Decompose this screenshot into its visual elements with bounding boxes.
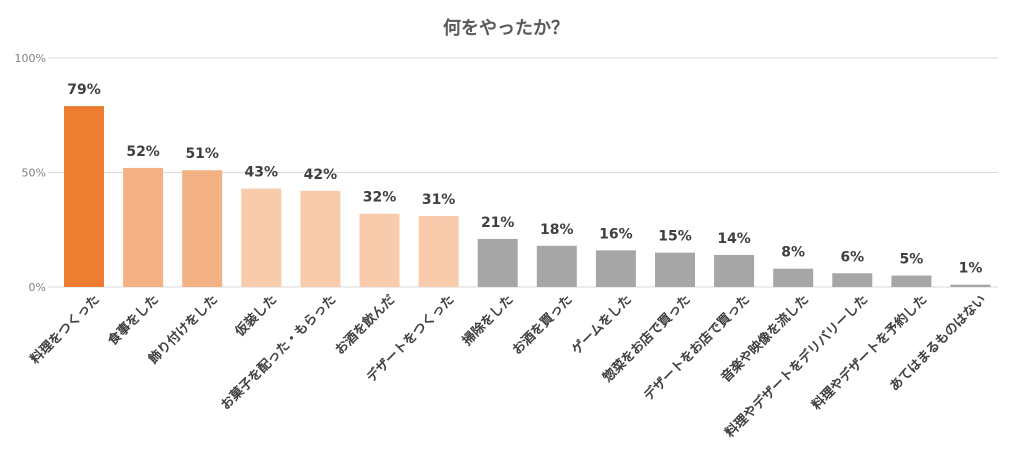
- value-label: 1%: [959, 261, 983, 277]
- value-label: 18%: [540, 222, 574, 238]
- bar: [359, 213, 400, 287]
- y-tick-label: 0%: [29, 281, 46, 294]
- value-labels: 79% 52% 51% 43% 42% 32% 31% 21% 18% 16% 15% 14% 8% 6%…: [67, 82, 982, 277]
- bar: [477, 238, 518, 287]
- value-label: 42%: [304, 167, 338, 183]
- value-label: 8%: [781, 245, 805, 261]
- value-label: 43%: [245, 165, 279, 181]
- bars: [64, 106, 991, 287]
- bar: [773, 268, 814, 287]
- y-tick-label: 50%: [22, 167, 46, 180]
- value-label: 79%: [67, 82, 101, 98]
- value-label: 52%: [126, 144, 160, 160]
- bar: [595, 250, 636, 287]
- category-label: 食事をした: [105, 292, 162, 349]
- value-label: 14%: [717, 231, 751, 247]
- value-label: 32%: [363, 190, 397, 206]
- category-label: あてはまるものはない: [887, 292, 989, 394]
- bar: [714, 254, 755, 287]
- bar: [418, 216, 459, 287]
- bar: [655, 252, 695, 287]
- category-label: お酒を飲んだ: [332, 292, 398, 358]
- category-label: お菓子を配った・もらった: [218, 292, 340, 414]
- value-label: 51%: [185, 146, 219, 162]
- value-label: 21%: [481, 215, 515, 231]
- chart-title: 何をやったか？: [443, 17, 569, 39]
- y-tick-label: 100%: [15, 52, 46, 65]
- value-label: 31%: [422, 192, 456, 208]
- bar: [300, 190, 341, 287]
- value-label: 16%: [599, 226, 633, 242]
- bar: [891, 275, 932, 287]
- bar: [536, 245, 577, 287]
- category-label: 料理をつくった: [27, 292, 103, 368]
- category-label: デザートをお店で買った: [640, 292, 752, 404]
- category-label: 掃除をした: [459, 292, 516, 349]
- y-axis-ticks: 0% 50% 100%: [15, 52, 46, 294]
- bar: [832, 273, 873, 287]
- bar: [182, 170, 223, 287]
- value-label: 15%: [658, 229, 692, 245]
- bar: [950, 284, 991, 287]
- bar: [123, 167, 164, 287]
- bar: [241, 188, 282, 287]
- value-label: 6%: [840, 249, 864, 265]
- category-label: ゲームをした: [569, 292, 635, 358]
- category-label: 料理やデザートを予約した: [809, 292, 931, 414]
- bar: [64, 106, 104, 287]
- category-label: お酒を買った: [510, 292, 576, 358]
- value-label: 5%: [900, 252, 924, 268]
- category-label: 仮装した: [231, 292, 280, 341]
